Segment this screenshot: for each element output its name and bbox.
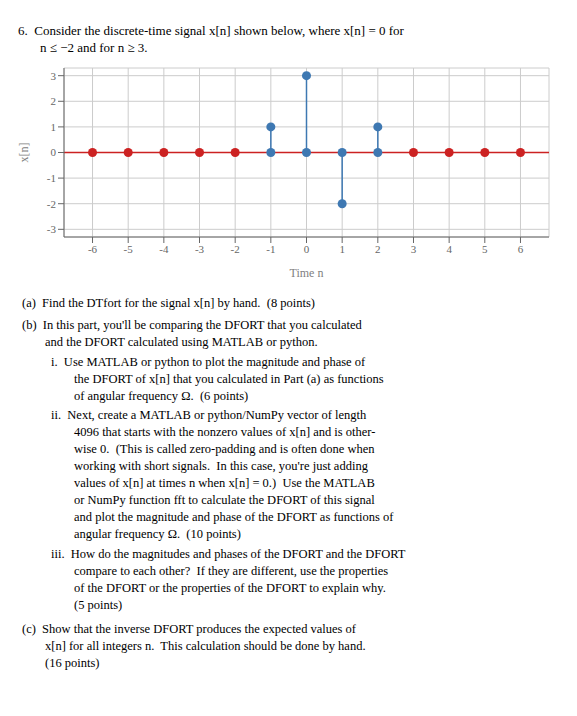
svg-text:1: 1 <box>51 121 57 133</box>
html-text:(c) Show that the inverse DFOR: (c) Show that the inverse DFORT produces… <box>22 621 356 636</box>
svg-text:3: 3 <box>411 243 417 255</box>
html-text:(16 points): (16 points) <box>45 655 100 670</box>
html-text:working with short signals. In: working with short signals. In this case… <box>74 459 368 474</box>
svg-text:-1: -1 <box>47 172 56 184</box>
html-text:angular frequency Ω. (10 point: angular frequency Ω. (10 points) <box>74 527 241 542</box>
svg-text:-4: -4 <box>159 243 169 255</box>
svg-text:x[n]: x[n] <box>17 143 31 163</box>
svg-text:-3: -3 <box>47 223 57 235</box>
html-text:(5 points): (5 points) <box>74 597 123 612</box>
html-text:4096 that starts with the nonz: 4096 that starts with the nonzero values… <box>74 425 376 440</box>
svg-text:-1: -1 <box>266 243 275 255</box>
html-text:i. Use MATLAB or python to plo: i. Use MATLAB or python to plot the magn… <box>51 354 366 369</box>
html-text:(b) In this part, you'll be co: (b) In this part, you'll be comparing th… <box>22 318 362 333</box>
svg-text:3: 3 <box>51 70 57 82</box>
html-text:6. Consider the discrete-time: 6. Consider the discrete-time signal x[n… <box>18 23 404 38</box>
html-text:of the DFORT or the properties: of the DFORT or the properties of the DF… <box>74 580 386 595</box>
html-text:or NumPy function fft to calcu: or NumPy function fft to calculate the D… <box>74 493 375 508</box>
html-text:x[n] for all integers n. This: x[n] for all integers n. This calculatio… <box>45 638 366 653</box>
html-text:and plot the magnitude and pha: and plot the magnitude and phase of the … <box>74 510 394 525</box>
svg-text:-5: -5 <box>124 243 134 255</box>
svg-text:-3: -3 <box>195 243 205 255</box>
html-text:(a) Find the DTfort for the si: (a) Find the DTfort for the signal x[n] … <box>22 296 315 310</box>
svg-text:2: 2 <box>375 243 381 255</box>
svg-text:-6: -6 <box>88 243 98 255</box>
html-text:iii. How do the magnitudes and: iii. How do the magnitudes and phases of… <box>51 546 406 561</box>
html-text:wise 0. (This is called zero-p: wise 0. (This is called zero-padding and… <box>74 442 375 457</box>
html-text:of angular frequency Ω. (6 poi: of angular frequency Ω. (6 points) <box>74 388 249 403</box>
svg-text:0: 0 <box>51 146 57 158</box>
svg-text:6: 6 <box>518 243 524 255</box>
svg-text:2: 2 <box>51 95 57 107</box>
svg-text:0: 0 <box>304 243 310 255</box>
html-text:compare to each other? If they: compare to each other? If they are diffe… <box>74 563 389 578</box>
html-text:ii. Next, create a MATLAB or p: ii. Next, create a MATLAB or python/NumP… <box>51 408 367 423</box>
svg-text:1: 1 <box>339 243 345 255</box>
svg-text:-2: -2 <box>47 198 56 210</box>
svg-text:4: 4 <box>446 243 452 255</box>
html-text:the DFORT of x[n] that you cal: the DFORT of x[n] that you calculated in… <box>74 371 384 386</box>
svg-text:5: 5 <box>482 243 488 255</box>
html-text:n ≤ −2 and for n ≥ 3.: n ≤ −2 and for n ≥ 3. <box>40 40 148 55</box>
html-text:values of x[n] at times n when: values of x[n] at times n when x[n] = 0.… <box>74 476 375 491</box>
svg-text:-2: -2 <box>231 243 240 255</box>
svg-text:Time n: Time n <box>290 266 324 280</box>
html-text:and the DFORT calculated using: and the DFORT calculated using MATLAB or… <box>45 335 318 350</box>
